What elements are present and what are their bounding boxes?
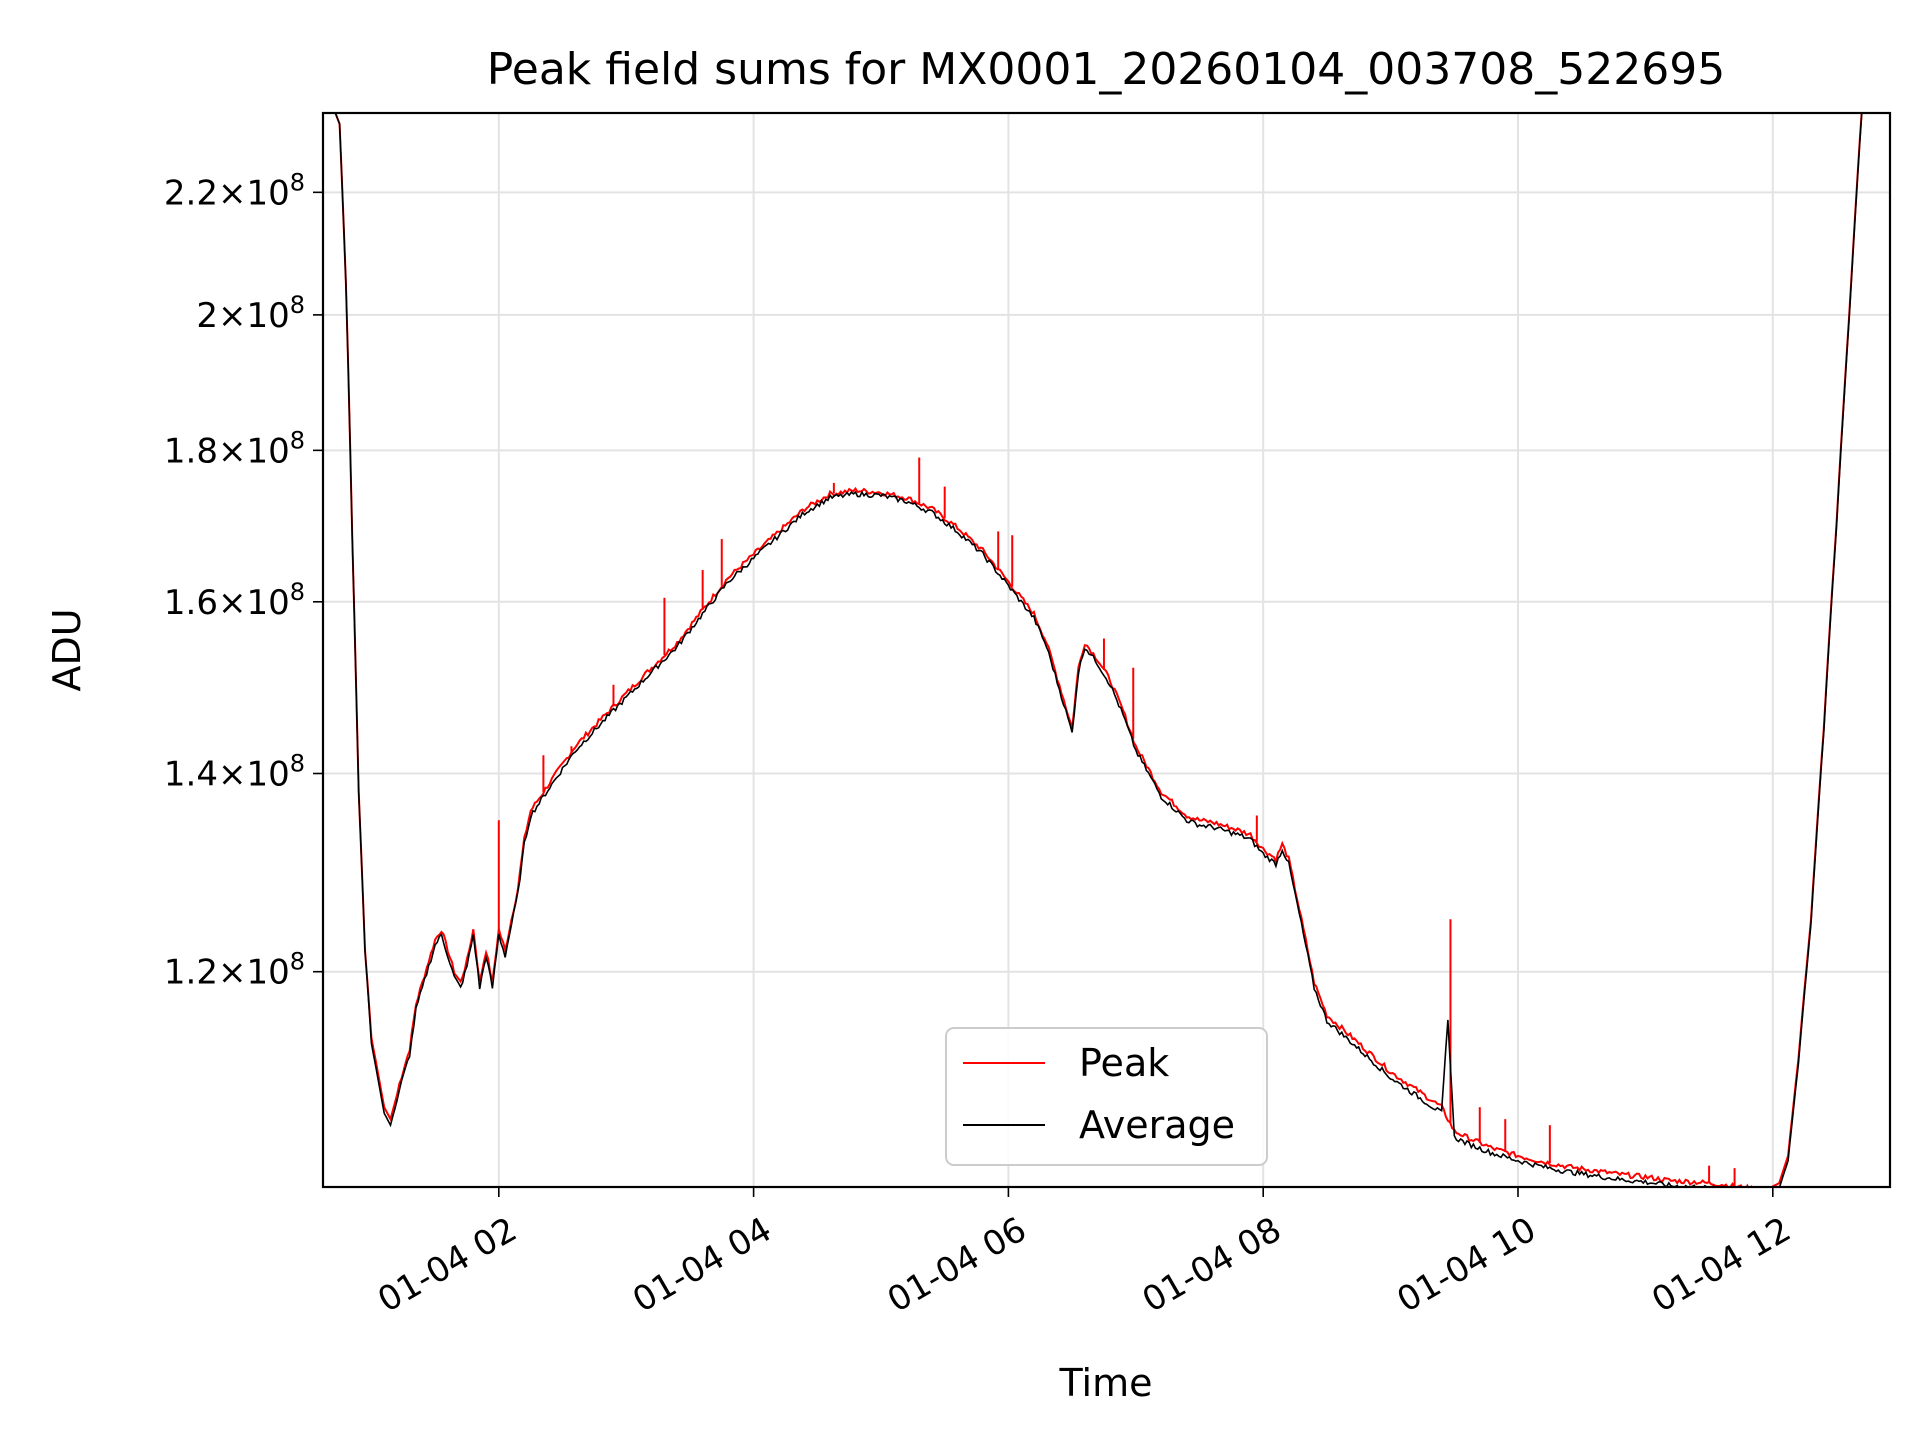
- y-tick-exponent: 8: [290, 948, 305, 976]
- legend-average-label: Average: [1079, 1103, 1235, 1147]
- grid-layer: [323, 113, 1890, 1187]
- series-layer: [334, 113, 1863, 1187]
- y-tick-times: ×: [218, 755, 247, 795]
- y-tick-base: 10: [246, 583, 289, 623]
- y-tick-mantissa: 1.4: [164, 755, 218, 795]
- y-tick-exponent: 8: [290, 750, 305, 778]
- y-tick-mantissa: 2.2: [164, 173, 218, 213]
- y-tick-mantissa: 1.8: [164, 431, 218, 471]
- series-line-peak: [334, 113, 1863, 1187]
- y-tick-times: ×: [218, 583, 247, 623]
- y-tick-times: ×: [218, 953, 247, 993]
- y-tick-label: 2×108: [196, 291, 305, 336]
- y-tick-mantissa: 1.6: [164, 583, 218, 623]
- y-tick-exponent: 8: [290, 168, 305, 196]
- legend: Peak Average: [945, 1027, 1268, 1166]
- y-tick-label: 1.8×108: [164, 426, 305, 471]
- y-tick-label: 2.2×108: [164, 168, 305, 213]
- legend-peak-label: Peak: [1079, 1041, 1169, 1085]
- y-tick-mantissa: 2: [196, 296, 218, 336]
- y-tick-base: 10: [246, 431, 289, 471]
- y-tick-times: ×: [218, 431, 247, 471]
- y-tick-exponent: 8: [290, 426, 305, 454]
- y-tick-base: 10: [246, 296, 289, 336]
- y-tick-exponent: 8: [290, 291, 305, 319]
- series-line-average: [334, 113, 1863, 1187]
- y-tick-base: 10: [246, 755, 289, 795]
- y-tick-base: 10: [246, 173, 289, 213]
- y-tick-exponent: 8: [290, 578, 305, 606]
- y-tick-label: 1.4×108: [164, 750, 305, 795]
- y-tick-label: 1.2×108: [164, 948, 305, 993]
- chart-title: Peak field sums for MX0001_20260104_0037…: [487, 44, 1725, 95]
- y-tick-base: 10: [246, 953, 289, 993]
- y-tick-times: ×: [218, 296, 247, 336]
- y-tick-mantissa: 1.2: [164, 953, 218, 993]
- y-tick-times: ×: [218, 173, 247, 213]
- x-axis-label: Time: [1059, 1361, 1153, 1405]
- y-axis-label: ADU: [45, 608, 89, 691]
- y-tick-label: 1.6×108: [164, 578, 305, 623]
- plot-frame: [321, 111, 1892, 1189]
